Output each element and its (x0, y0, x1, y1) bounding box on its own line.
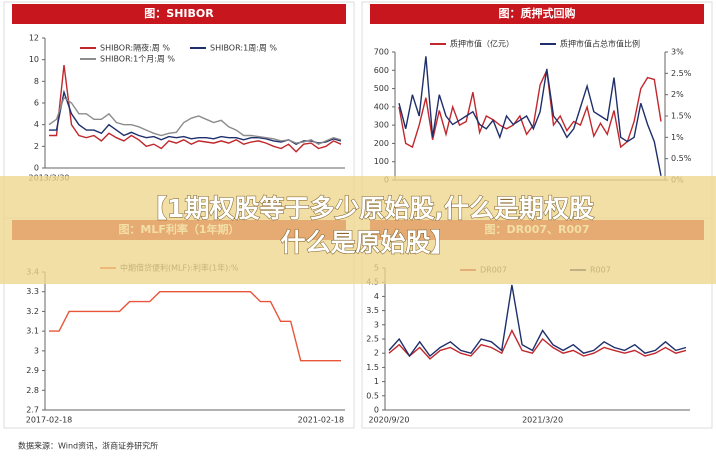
chart-title: 图：质押式回购 (499, 6, 576, 20)
y-tick-label: 6 (34, 99, 39, 108)
y-tick-label: 2.9 (26, 366, 39, 375)
y-tick-label: 200 (374, 139, 389, 148)
legend-label: 质押市值（亿元） (450, 39, 514, 49)
x-tick-label: 2017-02-18 (26, 416, 73, 425)
y-tick-label: 3 (374, 320, 379, 329)
legend-label: SHIBOR:1个月:周 % (100, 55, 175, 64)
y-tick-label: 3 (34, 346, 39, 355)
y-tick-label: 2.7 (26, 406, 39, 415)
y-tick-label: 10 (29, 55, 39, 64)
footer-source: 数据来源：Wind资讯，浙商证券研究所 (18, 441, 158, 451)
chart-title: 图：SHIBOR (144, 7, 214, 20)
y-tick-label: 1 (374, 377, 379, 386)
legend-label: 质押市值占总市值比例 (560, 39, 640, 49)
y-tick-label: 8 (34, 77, 39, 86)
y-tick-label: 1.5 (366, 363, 379, 372)
y-tick-label: 300 (374, 121, 389, 130)
banner-background (0, 176, 716, 284)
y2-tick-label: 1.5% (671, 112, 692, 121)
y2-tick-label: 1% (671, 133, 684, 142)
y2-tick-label: 2% (671, 90, 684, 99)
y-tick-label: 2.8 (26, 386, 39, 395)
y-tick-label: 4 (374, 292, 379, 301)
y-tick-label: 0 (374, 406, 379, 415)
x-tick-label: 2020/9/20 (368, 416, 409, 425)
y-tick-label: 3.1 (26, 327, 39, 336)
y-tick-label: 700 (374, 48, 389, 57)
y-tick-label: 2 (34, 142, 39, 151)
x-tick-label: 2021/3/20 (522, 416, 563, 425)
series-line (398, 56, 662, 176)
series-line (48, 96, 342, 145)
y-tick-label: 0.5 (366, 391, 379, 400)
title-bar (12, 4, 346, 24)
y-tick-label: 2 (374, 349, 379, 358)
banner-text: 什么是原始股】 (280, 228, 455, 257)
series-line (49, 291, 341, 362)
y2-tick-label: 0.5% (671, 154, 692, 163)
y-tick-label: 4 (34, 120, 39, 129)
legend-label: SHIBOR:1周:周 % (210, 44, 277, 53)
y2-tick-label: 2.5% (671, 69, 692, 78)
series-line (388, 284, 687, 358)
y-tick-label: 600 (374, 66, 389, 75)
series-line (398, 67, 662, 149)
y2-tick-label: 3% (671, 48, 684, 57)
y-tick-label: 2.5 (366, 335, 379, 344)
series-line (388, 328, 687, 360)
y-tick-label: 100 (374, 157, 389, 166)
y-tick-label: 3.2 (26, 307, 39, 316)
y-tick-label: 3.3 (26, 287, 39, 296)
legend-label: SHIBOR:隔夜:周 % (100, 43, 170, 53)
y-tick-label: 400 (374, 102, 389, 111)
x-tick-label: 2021-02-18 (298, 416, 345, 425)
series-line (49, 65, 342, 153)
y-tick-label: 3.5 (366, 306, 379, 315)
y-tick-label: 500 (374, 84, 389, 93)
title-bar (370, 4, 704, 24)
banner-text: 【1期权股等于多少原始股,什么是期权股 (142, 194, 594, 223)
y-tick-label: 12 (29, 34, 39, 43)
y-tick-label: 0 (34, 164, 39, 173)
